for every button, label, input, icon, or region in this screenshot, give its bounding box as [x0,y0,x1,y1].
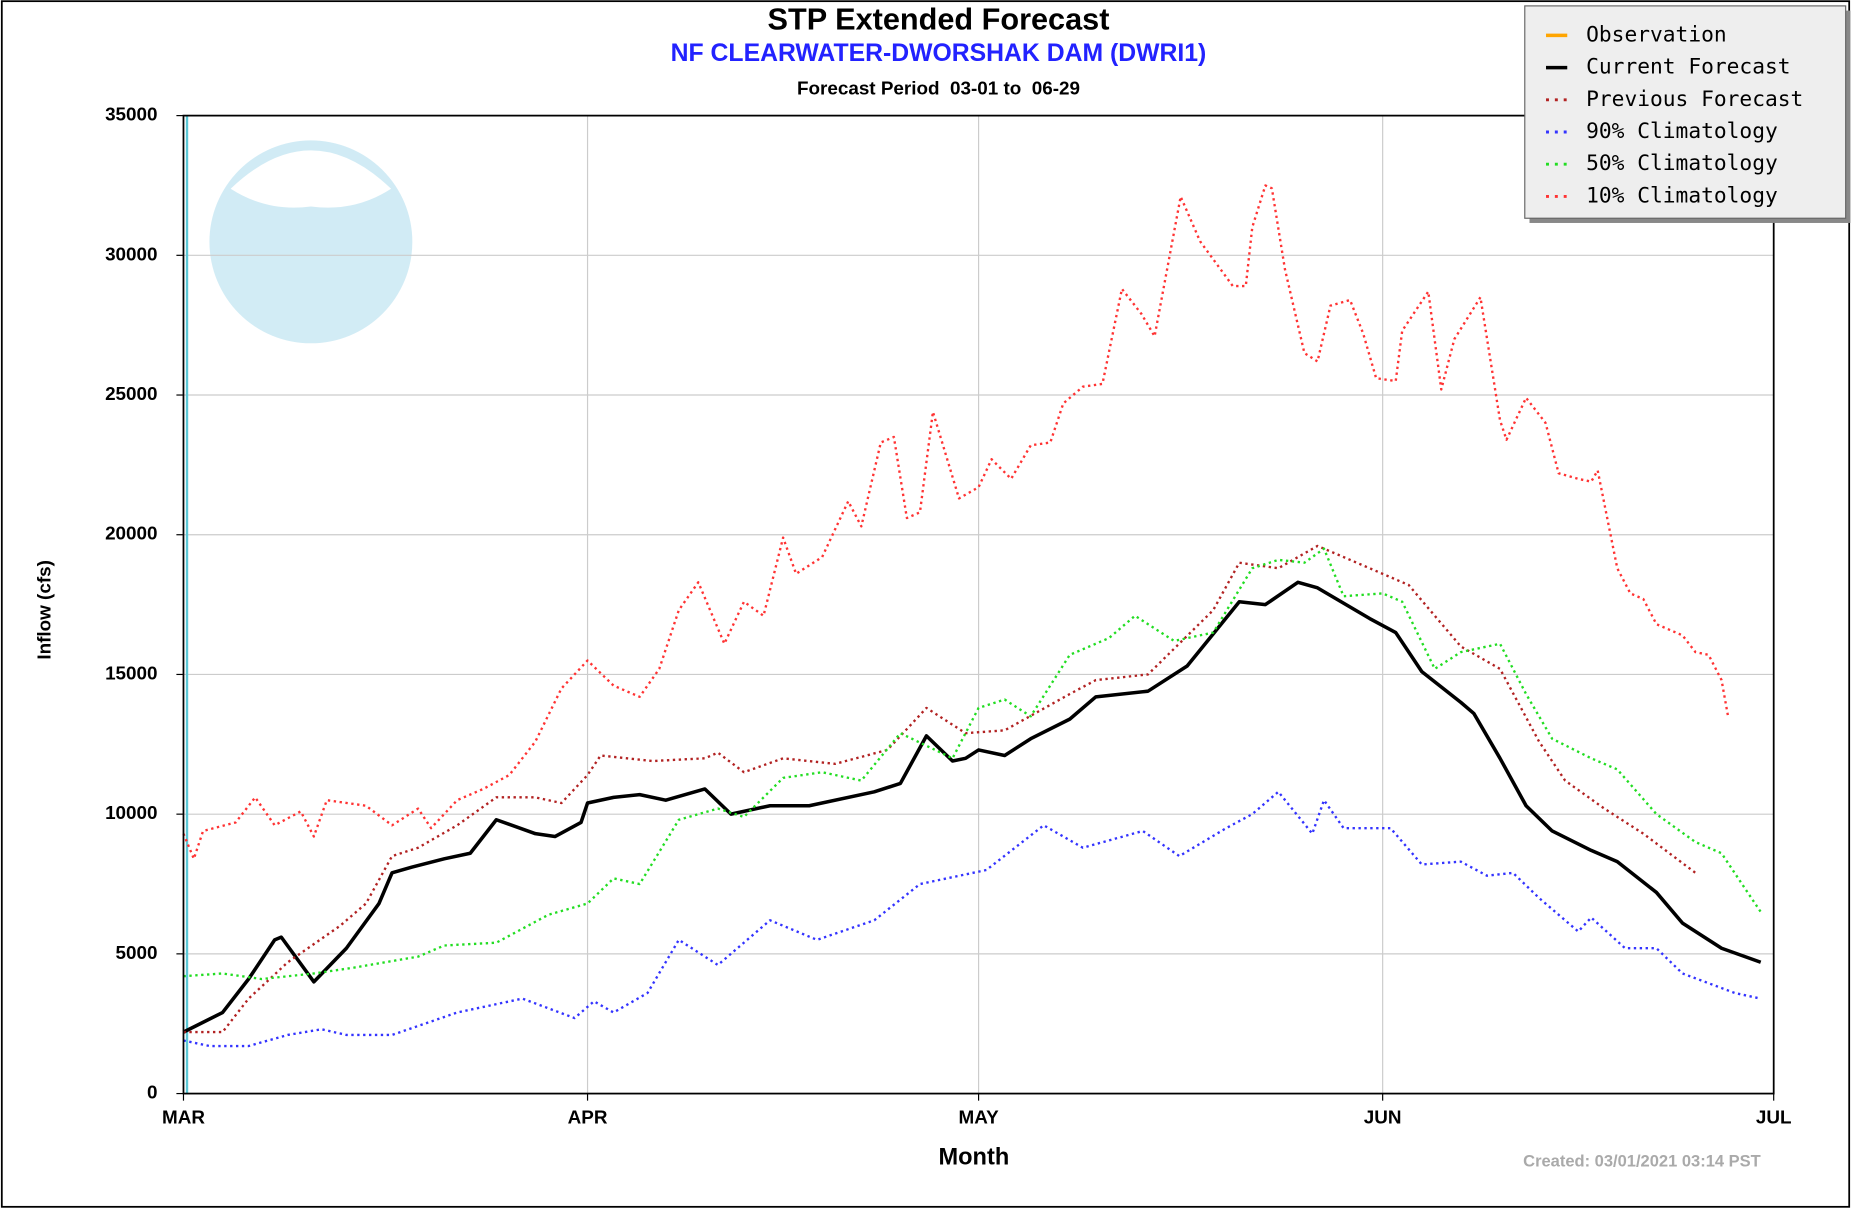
y-tick-label: 15000 [105,662,157,683]
series-line [182,184,1730,860]
plot-border [182,114,1775,1095]
x-tick-label: APR [568,1106,608,1127]
x-axis-label: Month [939,1144,1010,1170]
x-tick-label: JUL [1756,1106,1792,1127]
legend-label: Previous Forecast [1586,87,1803,112]
legend-label: Current Forecast [1586,55,1790,80]
series-line [182,580,1762,1034]
y-tick-label: 30000 [105,243,157,264]
y-tick-label: 35000 [105,104,157,125]
x-tick-label: JUN [1364,1106,1402,1127]
y-tick-label: 10000 [105,802,157,823]
y-axis-label: Inflow (cfs) [33,560,54,660]
noaa-logo [209,140,413,344]
lines [182,184,1762,1048]
forecast-period: Forecast Period 03-01 to 06-29 [797,78,1080,99]
legend-label: 10% Climatology [1586,183,1778,208]
y-tick-label: 5000 [116,942,158,963]
chart-subtitle: NF CLEARWATER-DWORSHAK DAM (DWRI1) [671,40,1207,67]
x-tick-label: MAR [162,1106,205,1127]
series-line [183,790,1761,1048]
y-tick-label: 20000 [105,523,157,544]
legend [1524,5,1847,219]
series-line [183,544,1697,1034]
legend-label: 50% Climatology [1586,151,1778,176]
y-tick-label: 0 [147,1082,158,1103]
created-stamp: Created: 03/01/2021 03:14 PST [1523,1152,1761,1170]
x-tick-label: MAY [958,1106,999,1127]
legend-label: 90% Climatology [1586,119,1778,144]
legend-label: Observation [1586,22,1727,47]
y-tick-label: 25000 [105,383,157,404]
chart-title: STP Extended Forecast [768,2,1110,36]
